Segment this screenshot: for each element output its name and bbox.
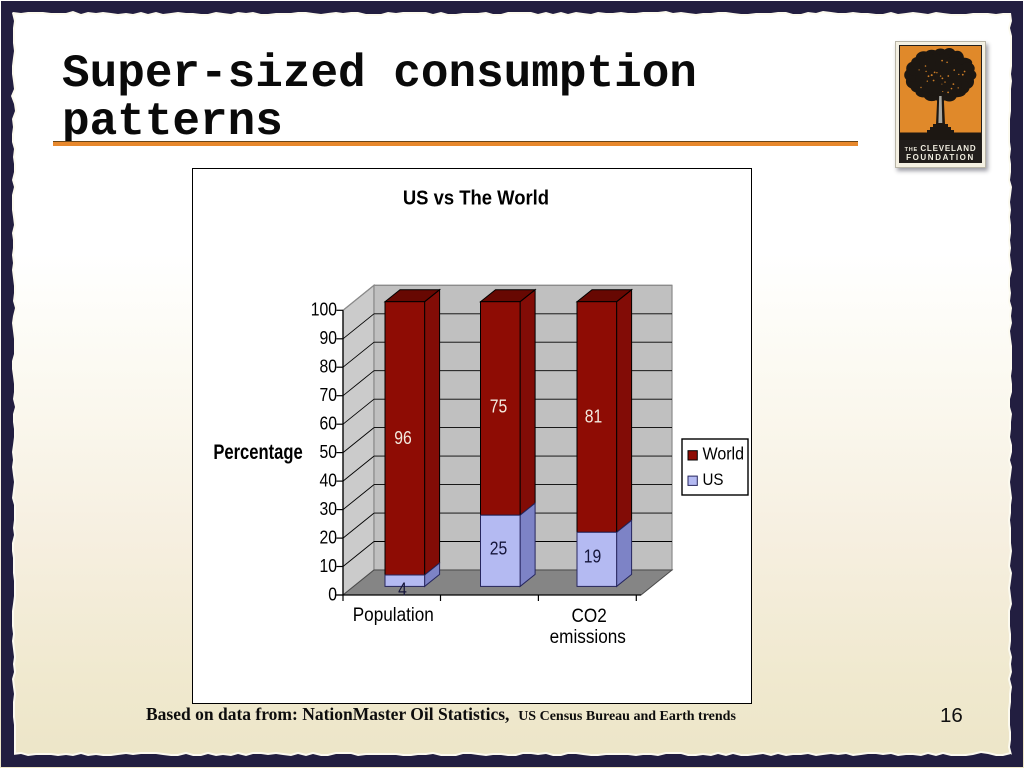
svg-text:25: 25 [490,537,507,559]
svg-text:0: 0 [328,583,337,605]
svg-text:CO2: CO2 [572,604,607,626]
svg-text:70: 70 [320,384,337,406]
svg-text:19: 19 [584,545,601,567]
svg-text:Population: Population [353,603,434,625]
svg-text:Percentage: Percentage [213,441,302,464]
svg-text:90: 90 [320,327,337,349]
svg-text:US: US [703,470,724,489]
svg-text:96: 96 [394,427,411,449]
svg-text:75: 75 [490,395,507,417]
svg-text:40: 40 [320,469,337,491]
svg-text:emissions: emissions [550,625,626,647]
svg-text:60: 60 [320,412,337,434]
svg-text:4: 4 [398,578,407,600]
svg-text:World: World [703,444,745,464]
svg-text:100: 100 [311,298,337,320]
svg-text:20: 20 [320,526,337,548]
svg-text:10: 10 [320,555,337,577]
svg-text:US vs The World: US vs The World [403,186,549,209]
svg-text:30: 30 [320,498,337,520]
svg-text:50: 50 [320,441,337,463]
svg-text:80: 80 [320,355,337,377]
svg-text:81: 81 [585,405,602,427]
